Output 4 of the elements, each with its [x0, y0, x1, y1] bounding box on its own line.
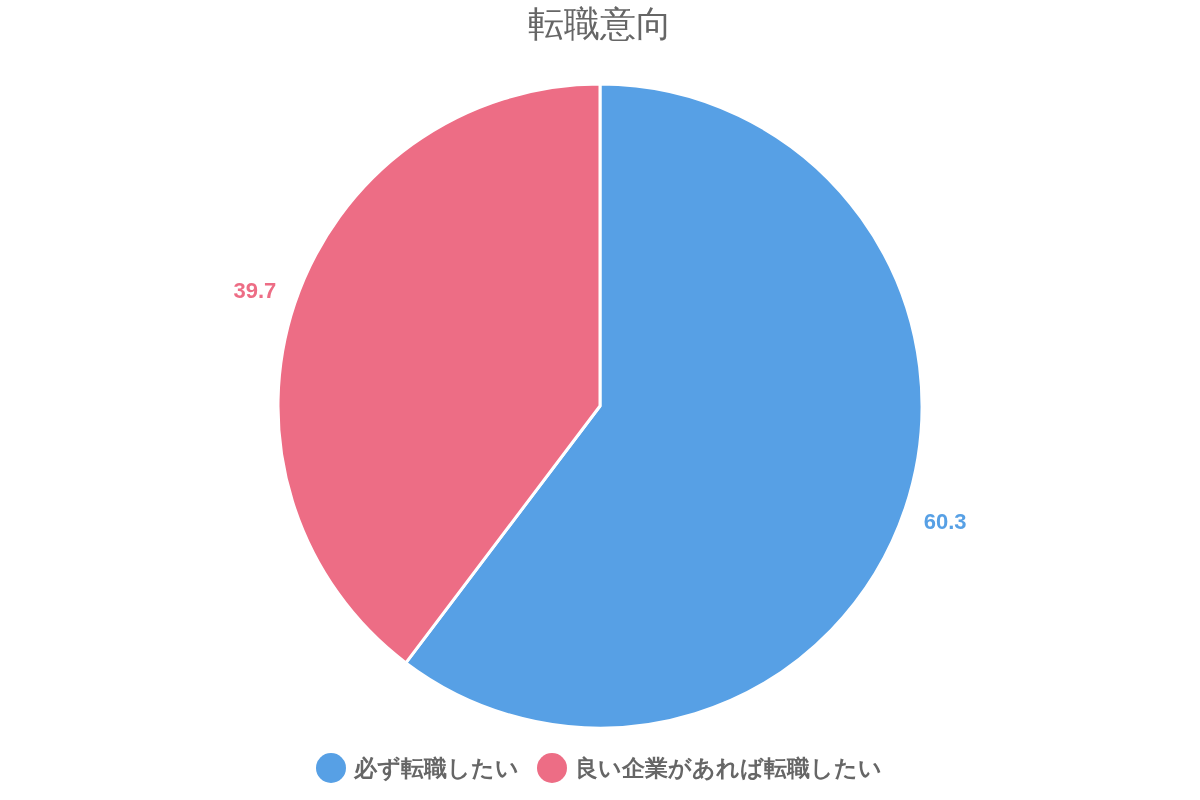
- title: 転職意向: [528, 3, 672, 44]
- legend-label: 良い企業があれば転職したい: [575, 755, 882, 781]
- legend-label: 必ず転職したい: [353, 755, 519, 782]
- legend: 必ず転職したい 良い企業があれば転職したい: [316, 753, 882, 783]
